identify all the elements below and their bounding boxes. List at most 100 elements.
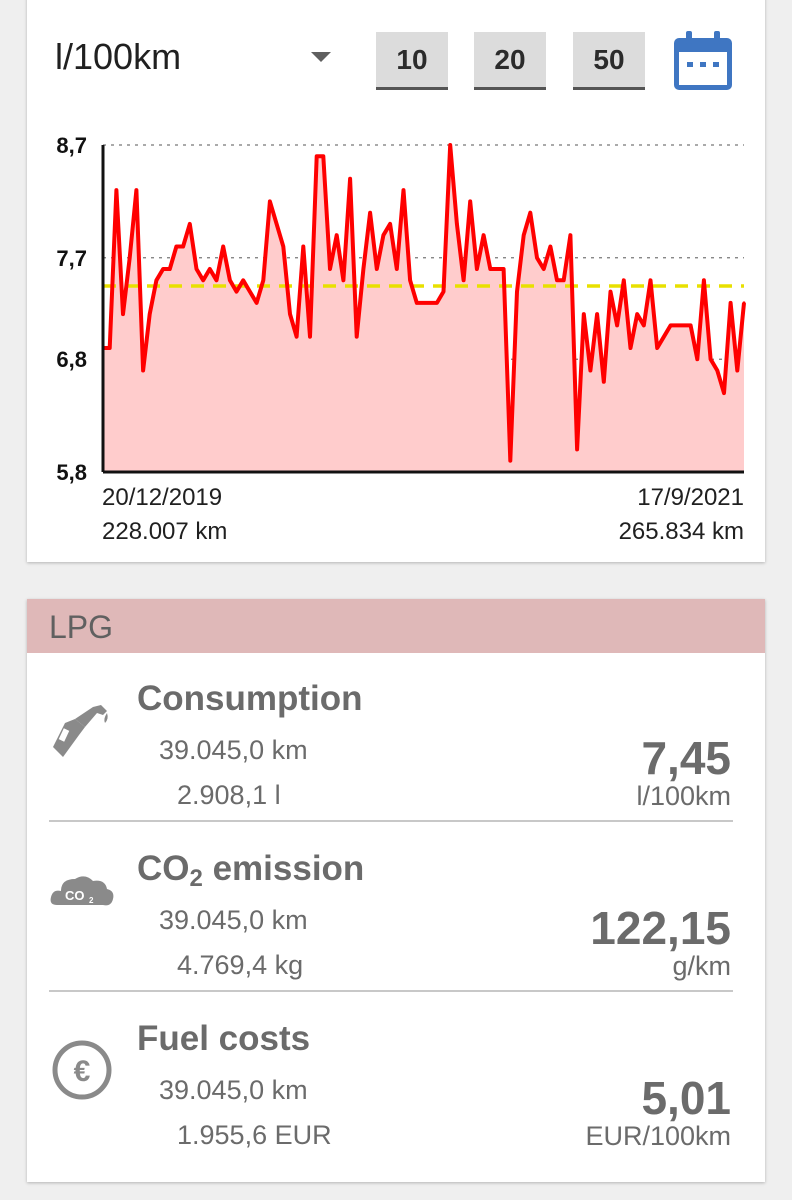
data-point (381, 233, 385, 237)
data-point (655, 346, 659, 350)
data-point (395, 267, 399, 271)
fuel-costs-distance: 39.045,0 km (159, 1075, 308, 1105)
data-point (709, 357, 713, 361)
data-point (422, 301, 425, 305)
unit-label: l/100km (55, 36, 182, 77)
data-point (295, 335, 299, 339)
co2-title: CO2 emission (137, 849, 364, 893)
data-point (669, 323, 673, 327)
data-point (522, 233, 526, 237)
data-point (635, 312, 639, 316)
data-point (275, 222, 279, 226)
data-point (154, 278, 158, 282)
divider (49, 990, 733, 992)
data-point (548, 244, 552, 248)
data-point (388, 222, 392, 226)
data-point (448, 143, 452, 147)
data-point (114, 188, 118, 192)
data-point (168, 267, 172, 271)
data-point (715, 369, 719, 373)
dropdown-arrow-icon (311, 52, 331, 62)
data-point (508, 459, 512, 463)
unit-dropdown[interactable]: l/100km (55, 34, 331, 84)
data-point (562, 278, 566, 282)
data-point (161, 267, 165, 271)
start-date: 20/12/2019 (102, 484, 223, 511)
consumption-title: Consumption (137, 679, 363, 718)
data-point (208, 267, 212, 271)
data-point (622, 278, 626, 282)
data-point (141, 369, 145, 373)
consumption-unit: l/100km (636, 781, 731, 811)
data-point (695, 357, 699, 361)
data-point (241, 278, 245, 282)
data-point (375, 267, 379, 271)
data-point (542, 267, 546, 271)
data-point (181, 244, 185, 248)
fuel-costs-unit: EUR/100km (585, 1121, 731, 1151)
data-point (148, 312, 152, 316)
y-tick-label: 8,7 (56, 133, 87, 158)
data-point (335, 233, 339, 237)
data-point (702, 278, 706, 282)
y-tick-label: 6,8 (56, 347, 87, 372)
range-button-50[interactable]: 50 (573, 32, 645, 90)
data-point (348, 177, 352, 181)
co2-cloud-icon: CO 2 (50, 876, 114, 906)
co2-amount: 4.769,4 kg (177, 950, 304, 980)
data-point (602, 380, 606, 384)
data-point (281, 244, 285, 248)
co2-icon-subscript: 2 (89, 896, 94, 905)
data-point (568, 233, 572, 237)
data-point (642, 323, 646, 327)
y-tick-label: 7,7 (56, 246, 87, 271)
co2-icon-text: CO (65, 888, 85, 903)
chart-area-fill (103, 145, 744, 472)
data-point (355, 335, 359, 339)
data-point (268, 199, 272, 203)
data-point (729, 301, 733, 305)
data-point (341, 278, 345, 282)
data-point (502, 267, 506, 271)
data-point (174, 244, 178, 248)
fuel-costs-row: € Fuel costs 39.045,0 km 1.955,6 EUR 5,0… (27, 997, 765, 1167)
co2-row: CO 2 CO2 emission 39.045,0 km 4.769,4 kg… (27, 827, 765, 997)
data-point (128, 256, 132, 260)
fuel-costs-value: 5,01 (641, 1072, 731, 1124)
range-button-20[interactable]: 20 (474, 32, 546, 90)
data-point (194, 267, 198, 271)
fuel-costs-title: Fuel costs (137, 1019, 311, 1058)
data-point (488, 267, 492, 271)
data-point (288, 312, 292, 316)
calendar-icon[interactable] (672, 30, 734, 92)
data-point (255, 301, 259, 305)
consumption-value: 7,45 (641, 732, 731, 784)
data-point (608, 290, 612, 294)
data-point (215, 278, 219, 282)
data-point (722, 391, 726, 395)
data-point (462, 278, 466, 282)
data-point (515, 290, 519, 294)
end-date: 17/9/2021 (637, 484, 744, 511)
data-point (742, 301, 746, 305)
stats-card: LPG Consumption 39.045,0 km 2.908,1 l 7,… (27, 599, 765, 1182)
data-point (108, 346, 112, 350)
data-point (415, 301, 419, 305)
co2-title-prefix: CO (137, 849, 190, 888)
fuel-type-title: LPG (49, 609, 114, 645)
data-point (401, 188, 405, 192)
data-point (582, 312, 586, 316)
range-button-10[interactable]: 10 (376, 32, 448, 90)
data-point (475, 267, 479, 271)
data-point (328, 267, 332, 271)
data-point (735, 369, 739, 373)
data-point (121, 312, 125, 316)
data-point (435, 301, 439, 305)
data-point (188, 222, 192, 226)
data-point (134, 188, 138, 192)
data-point (649, 278, 653, 282)
data-point (428, 301, 432, 305)
data-point (482, 233, 486, 237)
co2-value: 122,15 (590, 902, 731, 954)
data-point (588, 369, 592, 373)
